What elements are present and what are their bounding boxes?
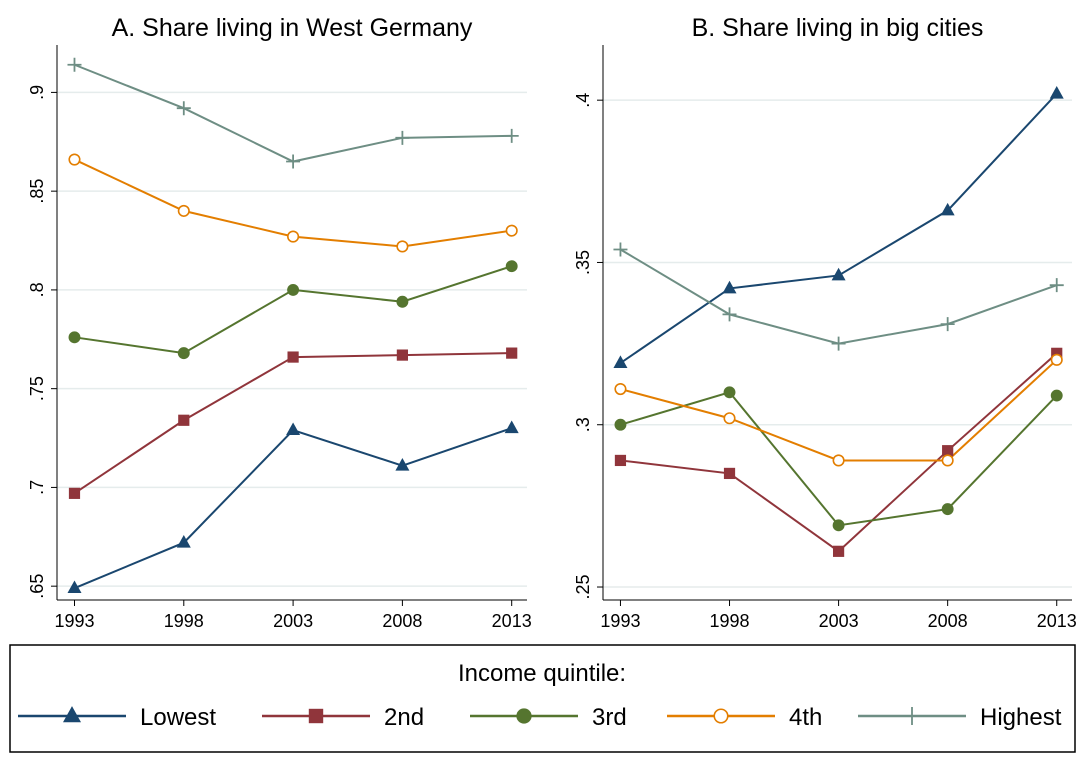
marker-circle xyxy=(505,260,518,273)
marker-plus xyxy=(286,154,301,169)
x-tick-label: 2003 xyxy=(273,611,313,631)
legend-box xyxy=(9,644,1076,753)
x-tick-label: 2013 xyxy=(1037,611,1077,631)
x-tick-label: 2008 xyxy=(382,611,422,631)
marker-plus xyxy=(176,101,191,116)
y-tick-label: .35 xyxy=(573,250,593,275)
legend-label: 4th xyxy=(789,704,822,731)
series-line xyxy=(619,93,1058,364)
marker-hollow-circle xyxy=(1050,353,1063,366)
legend-label: 2nd xyxy=(384,704,424,731)
marker-square xyxy=(178,414,190,426)
marker-square xyxy=(1051,347,1063,359)
marker-plus xyxy=(831,336,846,351)
series-line xyxy=(620,359,1058,462)
marker-circle xyxy=(614,418,627,431)
marker-triangle xyxy=(63,706,81,723)
marker-plus xyxy=(903,707,921,725)
marker-circle xyxy=(68,331,81,344)
y-tick-label: .65 xyxy=(27,574,47,599)
marker-plus xyxy=(1049,278,1064,293)
x-tick-label: 2003 xyxy=(819,611,859,631)
chart-title: B. Share living in big cities xyxy=(692,14,984,42)
y-tick-label: .4 xyxy=(573,93,593,108)
y-tick-label: .75 xyxy=(27,376,47,401)
marker-square xyxy=(723,467,736,480)
marker-square xyxy=(287,351,299,363)
marker-hollow-circle xyxy=(723,412,736,425)
series-line xyxy=(74,63,512,163)
marker-hollow-circle xyxy=(832,454,845,467)
marker-circle xyxy=(723,386,736,399)
series-line xyxy=(74,427,513,590)
marker-circle xyxy=(832,519,845,532)
chart-title: A. Share living in West Germany xyxy=(112,14,473,42)
marker-plus xyxy=(613,242,628,257)
marker-triangle xyxy=(940,202,955,216)
legend-label: Lowest xyxy=(140,704,216,731)
marker-square xyxy=(614,454,627,467)
x-tick-label: 2013 xyxy=(492,611,532,631)
marker-circle xyxy=(287,283,300,296)
marker-plus xyxy=(395,130,410,145)
marker-square xyxy=(506,347,518,359)
marker-circle xyxy=(516,708,532,724)
marker-triangle xyxy=(67,580,82,594)
marker-plus xyxy=(67,57,82,72)
y-tick-label: .8 xyxy=(27,282,47,297)
x-tick-label: 2008 xyxy=(928,611,968,631)
legend-label: 3rd xyxy=(592,704,627,731)
marker-hollow-circle xyxy=(68,153,81,166)
marker-hollow-circle xyxy=(287,230,300,243)
marker-hollow-circle xyxy=(396,240,409,253)
marker-hollow-circle xyxy=(505,224,518,237)
marker-triangle xyxy=(176,535,191,548)
marker-plus xyxy=(722,307,737,322)
marker-circle xyxy=(941,503,954,516)
y-tick-label: .25 xyxy=(573,575,593,600)
y-tick-label: .85 xyxy=(27,179,47,204)
marker-square xyxy=(308,708,324,724)
legend-label: Highest xyxy=(980,704,1062,731)
x-tick-label: 1998 xyxy=(709,611,749,631)
marker-square xyxy=(832,545,845,557)
marker-circle xyxy=(1050,389,1063,402)
marker-triangle xyxy=(831,267,846,281)
marker-hollow-circle xyxy=(941,454,954,467)
marker-square xyxy=(942,445,954,457)
series-line xyxy=(74,265,513,355)
legend-title: Income quintile: xyxy=(458,660,626,687)
y-tick-label: .3 xyxy=(573,417,593,432)
marker-hollow-circle xyxy=(713,708,729,724)
marker-triangle xyxy=(395,457,410,471)
x-tick-label: 1998 xyxy=(164,611,204,631)
marker-triangle xyxy=(504,420,519,434)
marker-plus xyxy=(504,128,519,143)
x-tick-label: 1993 xyxy=(600,611,640,631)
marker-triangle xyxy=(1049,85,1064,99)
series-line xyxy=(619,248,1058,345)
marker-triangle xyxy=(722,280,737,294)
y-tick-label: .7 xyxy=(27,480,47,495)
x-tick-label: 1993 xyxy=(54,611,94,631)
marker-triangle xyxy=(613,355,628,368)
marker-square xyxy=(396,349,408,361)
y-tick-label: .9 xyxy=(27,85,47,100)
marker-triangle xyxy=(286,422,301,436)
marker-circle xyxy=(177,347,190,360)
marker-plus xyxy=(940,317,955,332)
marker-square xyxy=(68,487,81,499)
marker-hollow-circle xyxy=(614,382,627,396)
marker-circle xyxy=(396,295,409,308)
marker-hollow-circle xyxy=(177,204,190,217)
